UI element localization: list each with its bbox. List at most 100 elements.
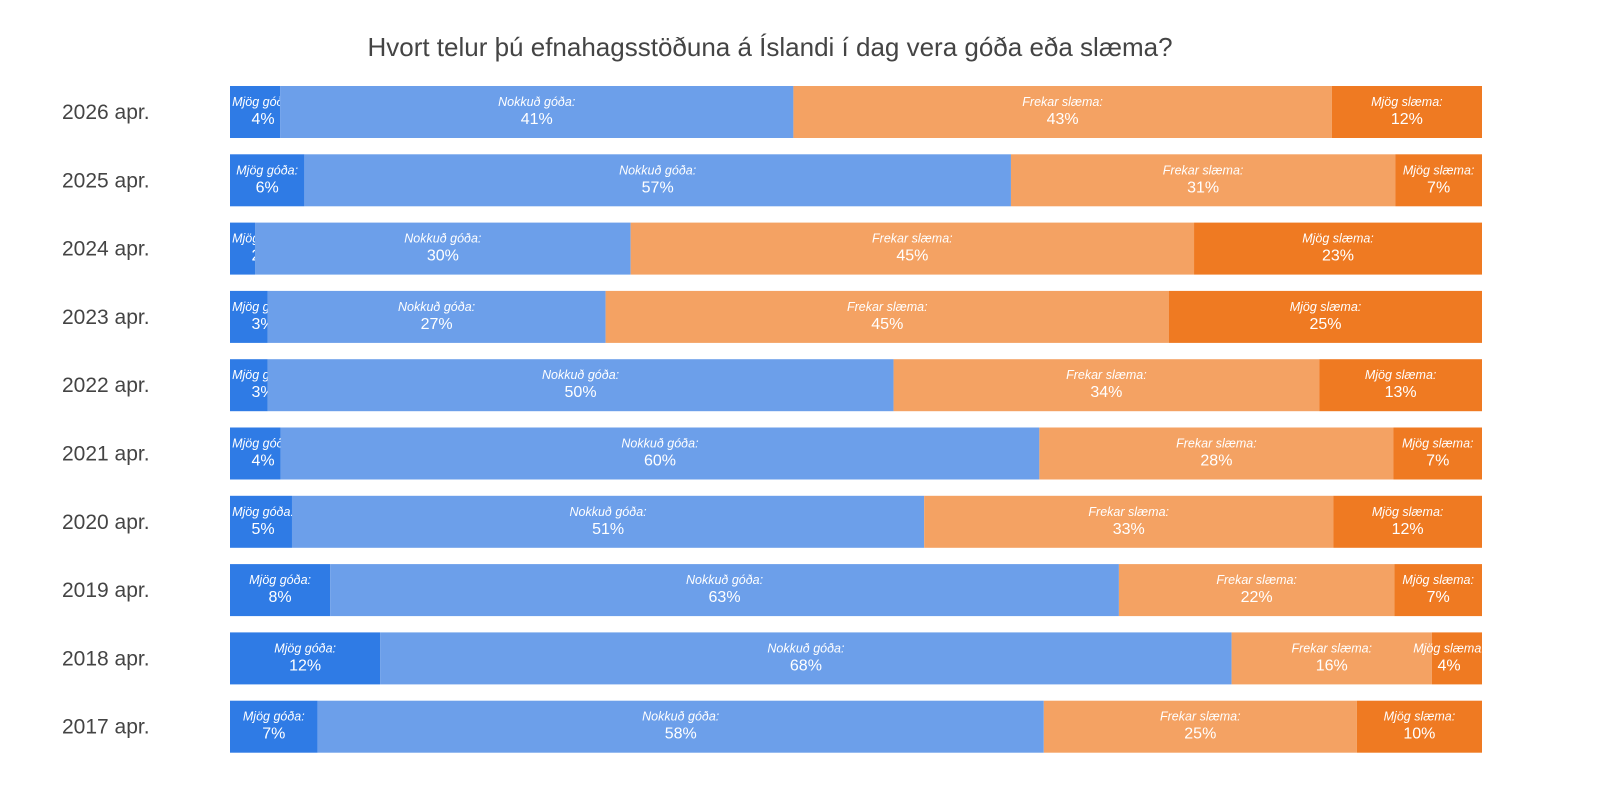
segment-value-label: 7% bbox=[262, 726, 285, 743]
segment-category-label: Frekar slæma: bbox=[1066, 368, 1147, 382]
bar-segment bbox=[280, 427, 1040, 480]
segment-value-label: 45% bbox=[896, 248, 928, 265]
segment-value-label: 51% bbox=[592, 521, 624, 538]
segment-category-label: Frekar slæma: bbox=[1088, 505, 1169, 519]
segment-category-label: Mjög góða: bbox=[236, 163, 298, 177]
bar-segment bbox=[230, 86, 281, 138]
bar-segment bbox=[893, 359, 1320, 412]
bar-segment bbox=[230, 290, 268, 343]
segment-value-label: 33% bbox=[1113, 521, 1145, 538]
bar-segment bbox=[280, 86, 794, 138]
segment-category-label: Nokkuð góða: bbox=[621, 437, 698, 451]
segment-value-label: 8% bbox=[269, 589, 292, 606]
y-axis-label: 2020 apr. bbox=[62, 511, 150, 534]
segment-value-label: 68% bbox=[790, 657, 822, 674]
segment-category-label: Nokkuð góða: bbox=[542, 368, 619, 382]
bar-segment bbox=[230, 632, 381, 685]
bar-segment bbox=[1431, 632, 1482, 685]
segment-value-label: 25% bbox=[1184, 726, 1216, 743]
segment-value-label: 60% bbox=[644, 453, 676, 470]
segment-value-label: 27% bbox=[421, 316, 453, 333]
y-axis-label: 2023 apr. bbox=[62, 306, 150, 329]
segment-category-label: Nokkuð góða: bbox=[686, 573, 763, 587]
segment-value-label: 58% bbox=[665, 726, 697, 743]
segment-value-label: 30% bbox=[427, 248, 459, 265]
bar-segment bbox=[304, 154, 1011, 207]
y-axis-label: 2024 apr. bbox=[62, 238, 150, 261]
bar-segment bbox=[317, 700, 1044, 753]
bar-segment bbox=[1043, 700, 1357, 753]
y-axis-label: 2017 apr. bbox=[62, 716, 150, 739]
segment-category-label: Mjög slæma: bbox=[1384, 710, 1456, 724]
bar-segment bbox=[230, 700, 318, 753]
bar-segment bbox=[230, 359, 268, 412]
segment-category-label: Nokkuð góða: bbox=[642, 710, 719, 724]
bar-segment bbox=[230, 154, 305, 207]
chart-title: Hvort telur þú efnahagsstöðuna á Íslandi… bbox=[367, 32, 1173, 62]
segment-category-label: Mjög góða: bbox=[232, 437, 294, 451]
segment-value-label: 28% bbox=[1200, 453, 1232, 470]
segment-category-label: Frekar slæma: bbox=[1163, 163, 1244, 177]
segment-category-label: Nokkuð góða: bbox=[498, 95, 575, 109]
y-axis-label: 2021 apr. bbox=[62, 443, 150, 466]
bar-segment bbox=[230, 427, 281, 480]
segment-category-label: Mjög góða: bbox=[232, 95, 294, 109]
segment-category-label: Frekar slæma: bbox=[847, 300, 928, 314]
y-axis-label: 2026 apr. bbox=[62, 101, 150, 124]
segment-value-label: 13% bbox=[1385, 384, 1417, 401]
bar-segment bbox=[1394, 564, 1482, 617]
segment-category-label: Frekar slæma: bbox=[1022, 95, 1103, 109]
y-axis-label: 2018 apr. bbox=[62, 647, 150, 670]
segment-value-label: 43% bbox=[1047, 111, 1079, 128]
y-axis-label: 2019 apr. bbox=[62, 579, 150, 602]
segment-value-label: 31% bbox=[1187, 179, 1219, 196]
segment-value-label: 50% bbox=[565, 384, 597, 401]
bar-segment bbox=[1333, 495, 1482, 548]
bar-segment bbox=[230, 564, 331, 617]
bar-segment bbox=[230, 495, 292, 548]
segment-value-label: 10% bbox=[1403, 726, 1435, 743]
segment-category-label: Frekar slæma: bbox=[1216, 573, 1297, 587]
segment-category-label: Frekar slæma: bbox=[1291, 641, 1372, 655]
segment-value-label: 63% bbox=[709, 589, 741, 606]
bar-segment bbox=[924, 495, 1334, 548]
segment-category-label: Mjög slæma: bbox=[1402, 437, 1474, 451]
bar-segment bbox=[1356, 700, 1482, 753]
bar-segment bbox=[1010, 154, 1396, 207]
segment-category-label: Nokkuð góða: bbox=[767, 641, 844, 655]
bar-segment bbox=[380, 632, 1232, 685]
segment-value-label: 7% bbox=[1427, 179, 1450, 196]
segment-category-label: Mjög góða: bbox=[243, 710, 305, 724]
segment-category-label: Mjög góða: bbox=[232, 505, 294, 519]
segment-category-label: Frekar slæma: bbox=[872, 232, 953, 246]
bar-segment bbox=[255, 222, 631, 275]
segment-category-label: Mjög slæma: bbox=[1302, 232, 1374, 246]
segment-value-label: 4% bbox=[251, 111, 274, 128]
segment-category-label: Mjög slæma: bbox=[1402, 573, 1474, 587]
bar-segment bbox=[1331, 86, 1482, 138]
segment-category-label: Mjög slæma: bbox=[1371, 95, 1443, 109]
segment-category-label: Mjög slæma: bbox=[1413, 641, 1485, 655]
segment-value-label: 22% bbox=[1241, 589, 1273, 606]
segment-value-label: 25% bbox=[1309, 316, 1341, 333]
segment-value-label: 4% bbox=[1437, 657, 1460, 674]
bar-segment bbox=[793, 86, 1332, 138]
bar-segment bbox=[1194, 222, 1482, 275]
segment-category-label: Mjög góða: bbox=[249, 573, 311, 587]
segment-value-label: 23% bbox=[1322, 248, 1354, 265]
segment-value-label: 5% bbox=[251, 521, 274, 538]
segment-value-label: 6% bbox=[256, 179, 279, 196]
bar-segment bbox=[605, 290, 1169, 343]
bar-segment bbox=[1169, 290, 1482, 343]
segment-value-label: 16% bbox=[1316, 657, 1348, 674]
bar-segment bbox=[330, 564, 1119, 617]
bar-segment bbox=[1118, 564, 1395, 617]
bar-segment bbox=[1395, 154, 1482, 207]
segment-value-label: 34% bbox=[1090, 384, 1122, 401]
bar-segment bbox=[267, 290, 606, 343]
segment-value-label: 57% bbox=[642, 179, 674, 196]
bar-segment bbox=[1393, 427, 1482, 480]
bar-segment bbox=[230, 222, 256, 275]
segment-category-label: Nokkuð góða: bbox=[619, 163, 696, 177]
